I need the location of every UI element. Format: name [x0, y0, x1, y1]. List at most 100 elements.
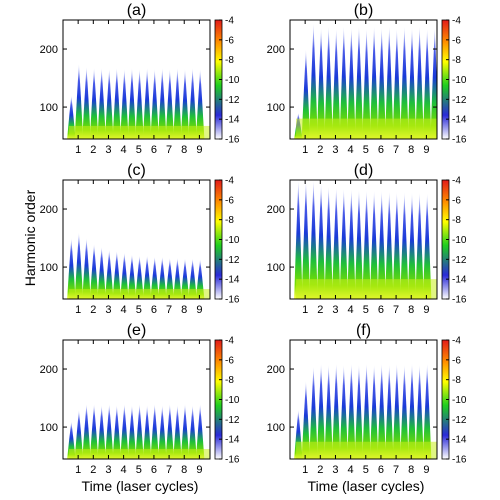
heatmap-crests [294, 180, 437, 299]
x-tick-label: 8 [408, 464, 414, 476]
x-tick-label: 7 [393, 304, 399, 316]
crest-17 [415, 25, 424, 139]
crest-4 [89, 403, 99, 459]
y-tick-label: 100 [40, 262, 58, 274]
colorbar-tick-label: -6 [452, 35, 461, 46]
crest-6 [105, 249, 114, 299]
colorbar-tick-label: -16 [225, 135, 240, 146]
x-tick-label: 7 [166, 144, 172, 156]
plot-frame [289, 19, 438, 140]
panel-label: (b) [354, 2, 374, 19]
crest-2 [301, 380, 311, 459]
x-tick-label: 4 [348, 464, 354, 476]
crest-7 [112, 250, 121, 299]
crest-18 [195, 258, 205, 299]
crest-15 [400, 191, 409, 299]
crest-17 [188, 405, 197, 459]
crest-17 [415, 364, 424, 459]
colorbar-tick-label: -4 [225, 336, 234, 347]
x-tick-label: 1 [75, 464, 81, 476]
colorbar-tick-label: -14 [452, 275, 467, 286]
y-tick-label: 100 [40, 102, 58, 114]
crest-10 [135, 68, 144, 139]
x-tick-label: 8 [181, 144, 187, 156]
panel-label: (a) [127, 2, 147, 19]
crest-18 [422, 363, 432, 459]
crest-12 [150, 256, 159, 299]
colorbar-tick-label: -6 [452, 355, 461, 366]
colorbar-tick-label: -8 [452, 375, 461, 386]
y-tick-label: 100 [267, 262, 285, 274]
x-tick-label: 5 [136, 304, 142, 316]
crest-18 [422, 28, 432, 139]
x-tick-label: 9 [423, 304, 429, 316]
plot-frame [289, 179, 438, 300]
crest-7 [339, 25, 348, 139]
crest-10 [362, 28, 371, 139]
crest-13 [158, 405, 167, 459]
low-harmonic-band [69, 125, 210, 139]
colorbar-tick-label: -10 [452, 75, 467, 86]
x-tick-label: 9 [423, 144, 429, 156]
crest-13 [385, 364, 394, 459]
crest-7 [112, 67, 121, 139]
crest-15 [400, 25, 409, 139]
x-tick-label: 7 [166, 304, 172, 316]
crest-5 [97, 246, 106, 299]
colorbar-tick-label: -10 [225, 75, 240, 86]
crest-6 [332, 186, 341, 299]
low-harmonic-band [296, 118, 437, 139]
x-tick-label: 6 [151, 304, 157, 316]
crest-12 [150, 403, 159, 459]
crest-14 [165, 257, 175, 299]
panel-b: 1 2 3 4 5 6 7 8 9 100 200 (b) -4 -6 -8 -10 -12 -14 -16 [267, 2, 467, 156]
crest-1 [294, 180, 303, 299]
x-tick-label: 3 [105, 144, 111, 156]
colorbar-tick-label: -14 [225, 275, 240, 286]
x-tick-label: 3 [332, 144, 338, 156]
crest-16 [407, 26, 417, 139]
crest-16 [180, 403, 190, 459]
x-tick-label: 1 [302, 304, 308, 316]
crest-10 [362, 363, 371, 459]
colorbar-tick-label: -16 [452, 295, 467, 306]
x-tick-label: 9 [196, 464, 202, 476]
plot-frame [62, 19, 211, 140]
heatmap-crests [67, 403, 210, 459]
colorbar-tick-label: -12 [225, 415, 240, 426]
low-harmonic-band [69, 289, 210, 299]
crest-16 [180, 68, 190, 139]
x-tick-label: 4 [348, 304, 354, 316]
crest-3 [309, 180, 318, 299]
panel-d: 1 2 3 4 5 6 7 8 9 100 200 (d) -4 -6 -8 -10 -12 -14 -16 [267, 162, 467, 316]
crest-18 [422, 192, 432, 299]
colorbar-tick-label: -12 [225, 255, 240, 266]
crest-6 [332, 363, 341, 459]
heatmap-crests [294, 363, 437, 459]
crest-2 [74, 232, 84, 299]
x-tick-label: 1 [302, 464, 308, 476]
crest-8 [120, 403, 129, 459]
panel-label: (e) [127, 322, 147, 339]
crest-5 [324, 25, 333, 139]
y-tick-label: 100 [267, 422, 285, 434]
x-tick-label: 6 [151, 464, 157, 476]
plot-frame [62, 339, 211, 460]
crest-11 [142, 405, 152, 459]
crest-14 [165, 68, 175, 139]
panel-f: 1 2 3 4 5 6 7 8 9 100 200 (f) -4 -6 -8 -10 -12 -14 -16 [267, 322, 467, 476]
crest-7 [339, 188, 348, 299]
x-tick-label: 1 [75, 144, 81, 156]
x-tick-label: 6 [378, 144, 384, 156]
crest-3 [309, 366, 318, 459]
x-tick-label: 8 [181, 464, 187, 476]
colorbar-tick-label: -14 [452, 435, 467, 446]
colorbar-tick-label: -8 [452, 215, 461, 226]
crest-5 [97, 405, 106, 459]
low-harmonic-band [69, 449, 210, 459]
colorbar-tick-label: -4 [452, 16, 461, 27]
crest-4 [89, 243, 99, 299]
colorbar-tick-label: -8 [225, 55, 234, 66]
colorbar-tick-label: -4 [452, 176, 461, 187]
crest-11 [369, 190, 379, 299]
